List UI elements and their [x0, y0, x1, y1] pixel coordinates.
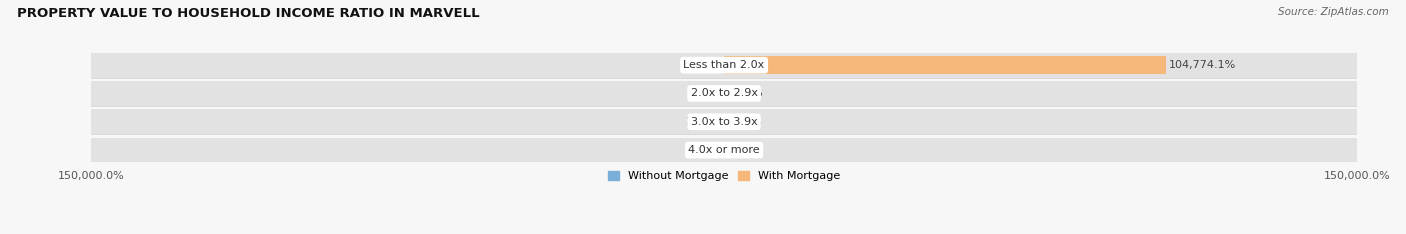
Text: PROPERTY VALUE TO HOUSEHOLD INCOME RATIO IN MARVELL: PROPERTY VALUE TO HOUSEHOLD INCOME RATIO… [17, 7, 479, 20]
Text: 1.2%: 1.2% [693, 145, 721, 155]
Text: 104,774.1%: 104,774.1% [1168, 60, 1236, 70]
Text: 17.0%: 17.0% [686, 117, 721, 127]
Text: 1.7%: 1.7% [727, 145, 755, 155]
Text: 5.5%: 5.5% [693, 88, 721, 99]
Legend: Without Mortgage, With Mortgage: Without Mortgage, With Mortgage [609, 171, 839, 181]
Text: Less than 2.0x: Less than 2.0x [683, 60, 765, 70]
Bar [724, 56, 1166, 74]
Text: 3.0x to 3.9x: 3.0x to 3.9x [690, 117, 758, 127]
Text: 82.8%: 82.8% [727, 88, 762, 99]
Text: 2.0x to 2.9x: 2.0x to 2.9x [690, 88, 758, 99]
Text: 4.0x or more: 4.0x or more [689, 145, 759, 155]
Text: 76.4%: 76.4% [686, 60, 721, 70]
Bar [91, 110, 1357, 134]
Bar [91, 81, 1357, 106]
Bar [91, 138, 1357, 162]
Text: 10.3%: 10.3% [727, 117, 762, 127]
Text: Source: ZipAtlas.com: Source: ZipAtlas.com [1278, 7, 1389, 17]
Bar [91, 53, 1357, 77]
